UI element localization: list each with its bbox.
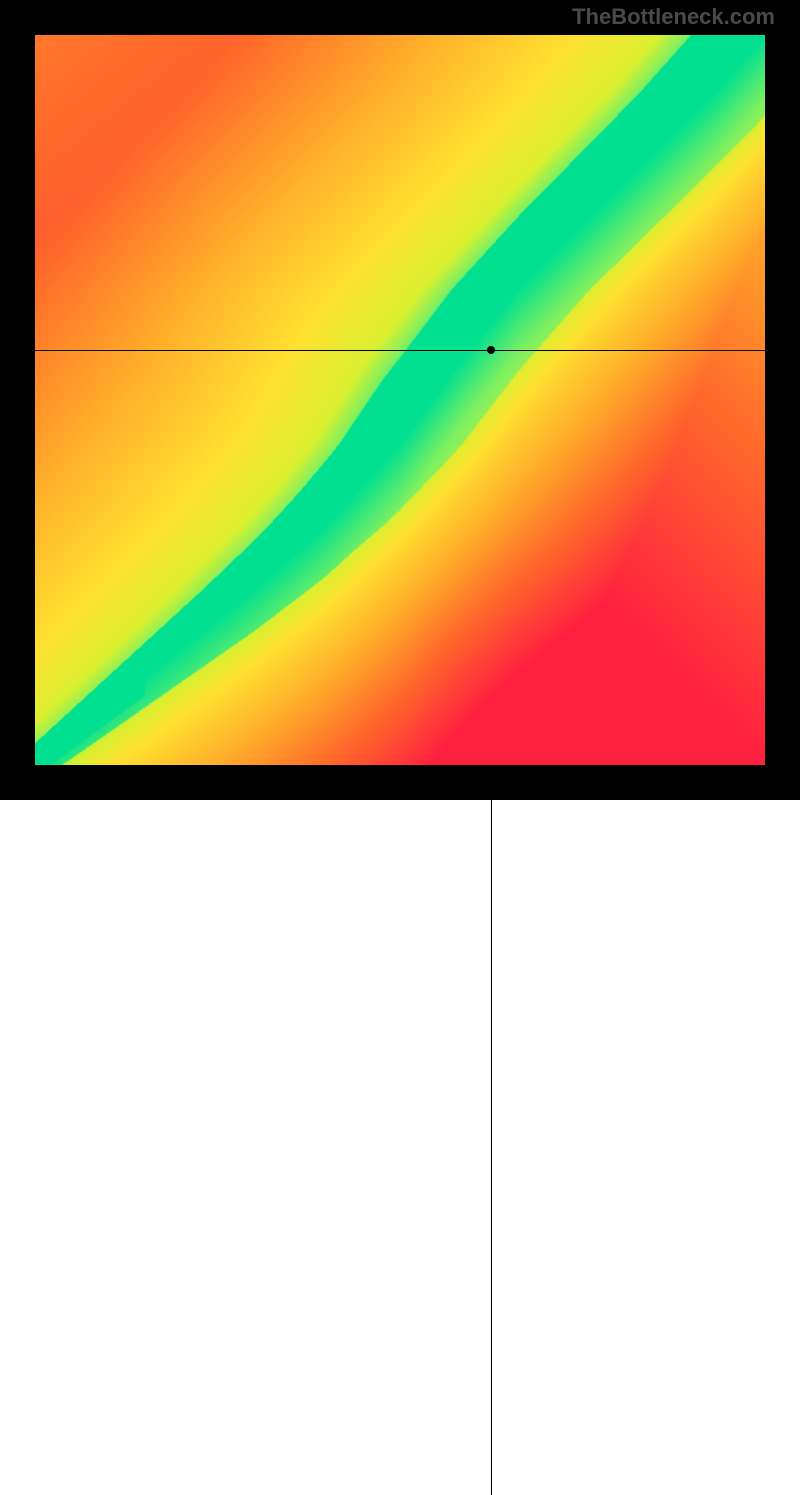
crosshair-marker-dot	[487, 346, 495, 354]
heatmap-plot	[35, 35, 765, 765]
heatmap-canvas	[35, 35, 765, 765]
chart-container: TheBottleneck.com	[0, 0, 800, 800]
crosshair-vertical	[491, 765, 492, 1495]
watermark-text: TheBottleneck.com	[572, 4, 775, 30]
crosshair-horizontal	[35, 350, 765, 351]
